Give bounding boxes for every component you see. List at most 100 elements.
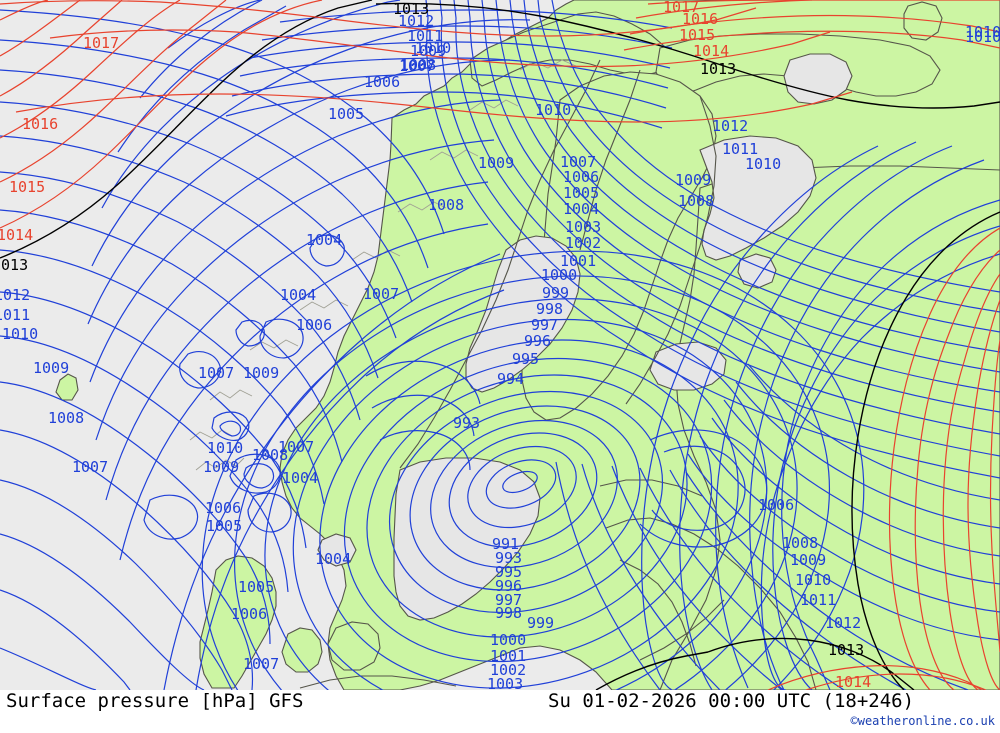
isobar-label: 1007: [72, 458, 109, 476]
isobar-label: 1002: [565, 234, 602, 252]
isobar-label: 996: [495, 577, 523, 595]
isobar-label: 1007: [278, 438, 315, 456]
isobar-label: 1012: [712, 117, 749, 135]
isobar-label: 998: [536, 300, 564, 318]
isobar-label: 1006: [205, 499, 242, 517]
isobar-label: 1004: [315, 550, 352, 568]
isobar-label: 1005: [238, 578, 275, 596]
isobar-label: 1006: [296, 316, 333, 334]
isobar-label: 1017: [663, 0, 700, 16]
isobar-label: 1009: [243, 364, 280, 382]
isobar-label: 1013: [0, 256, 29, 274]
isobar-label: 1008: [782, 534, 819, 552]
isobar-label: 1004: [563, 200, 600, 218]
isobar-label: 1015: [679, 26, 716, 44]
isobar-label: 1011: [0, 306, 31, 324]
isobar-label: 996: [524, 332, 552, 350]
isobar-label: 1007: [363, 285, 400, 303]
isobar-label: 1010: [415, 39, 452, 57]
water-baltic-sea: [393, 457, 541, 621]
isobar-label: 1003: [487, 675, 524, 691]
isobar-label: 1014: [835, 673, 872, 690]
isobar-label: 1011: [407, 27, 444, 45]
land-denmark-zealand: [327, 621, 381, 671]
isobar-label: 1012: [398, 12, 435, 30]
isobar-label: 1013: [700, 60, 737, 78]
water-white-sea-channel: [783, 53, 853, 105]
isobar-label: 1008: [428, 196, 465, 214]
isobar-label: 1009: [410, 42, 447, 60]
isobar-label: 1007: [560, 153, 597, 171]
isobar-label: 1013: [828, 641, 865, 659]
isobar-label: 1009: [790, 551, 827, 569]
isobar-label: 1010: [795, 571, 832, 589]
isobar-label: 1008: [48, 409, 85, 427]
isobar-label: 1010: [745, 155, 782, 173]
isobar-label: 991: [492, 535, 520, 553]
isobar-label: 1010: [965, 28, 1000, 46]
isobar-label: 1000: [490, 631, 527, 649]
isobar-label: 1017: [83, 34, 120, 52]
isobar-label: 997: [495, 591, 523, 609]
isobar-label: 1013: [393, 0, 430, 18]
isobar-label: 1009: [675, 171, 712, 189]
isobar-label: 1009: [33, 359, 70, 377]
isobar-label: 1014: [0, 226, 34, 244]
isobar-label: 1008: [252, 446, 289, 464]
isobars-1013-layer: [0, 0, 1000, 690]
isobar-label: 1001: [560, 252, 597, 270]
land-faroe: [55, 373, 79, 401]
footer-title: Surface pressure [hPa] GFS: [6, 690, 304, 712]
isobar-label: 1007: [243, 655, 280, 673]
isobar-label: 1016: [682, 10, 719, 28]
isobar-label: 995: [512, 350, 540, 368]
isobar-label: 1008: [678, 192, 715, 210]
isobar-label: 1010: [2, 325, 39, 343]
map-footer: Surface pressure [hPa] GFS Su 01-02-2026…: [0, 690, 1000, 733]
isobar-label: 999: [527, 614, 555, 632]
pressure-contour-map: 1013 1012 1011 1010 1009 1008 1007 1006 1005 1004…: [0, 0, 1000, 690]
isobar-label: 994: [497, 370, 525, 388]
isobar-label: 1012: [825, 614, 862, 632]
inland-water-layer: [317, 53, 853, 621]
isobars-low-layer: [0, 0, 1000, 690]
isobar-label: 1000: [541, 266, 578, 284]
isobar-label: 993: [495, 549, 523, 567]
isobar-label: 1010: [207, 439, 244, 457]
isobar-label: 1002: [490, 661, 527, 679]
isobar-label: 1011: [722, 140, 759, 158]
isobar-label: 1011: [800, 591, 837, 609]
land-denmark-isles: [281, 627, 323, 673]
isobar-label: 1003: [565, 218, 602, 236]
isobar-label: 993: [453, 414, 481, 432]
isobar-label: 1006: [758, 496, 795, 514]
isobar-label: 999: [542, 284, 570, 302]
isobar-label: 1001: [490, 647, 527, 665]
isobar-label: 1004: [306, 231, 343, 249]
copyright-credit: ©weatheronline.co.uk: [850, 714, 996, 728]
isobar-label: 997: [531, 316, 559, 334]
isobar-label: 1010: [965, 23, 1000, 41]
water-gulf-of-bothnia: [465, 235, 581, 393]
isobar-label: 1006: [563, 168, 600, 186]
isobar-label: 1015: [9, 178, 46, 196]
isobar-label: 1007: [198, 364, 235, 382]
isobar-label: 1004: [282, 469, 319, 487]
map-svg: [0, 0, 1000, 690]
isobar-label: 1006: [231, 605, 268, 623]
isobar-label: 1005: [206, 517, 243, 535]
isobar-label: 1005: [563, 184, 600, 202]
country-borders-layer: [299, 59, 817, 690]
isobar-label: 1007: [399, 57, 436, 75]
isobar-label: 998: [495, 604, 523, 622]
footer-timestamp: Su 01-02-2026 00:00 UTC (18+246): [548, 690, 915, 712]
isobar-label: 1006: [364, 73, 401, 91]
isobar-label: 1008: [400, 56, 437, 74]
isobar-label: 1012: [0, 286, 31, 304]
isobar-label: 1009: [478, 154, 515, 172]
isobar-label: 995: [495, 563, 523, 581]
isobar-label: 1014: [693, 42, 730, 60]
isobar-label: 1010: [535, 101, 572, 119]
isobar-label: 1004: [280, 286, 317, 304]
